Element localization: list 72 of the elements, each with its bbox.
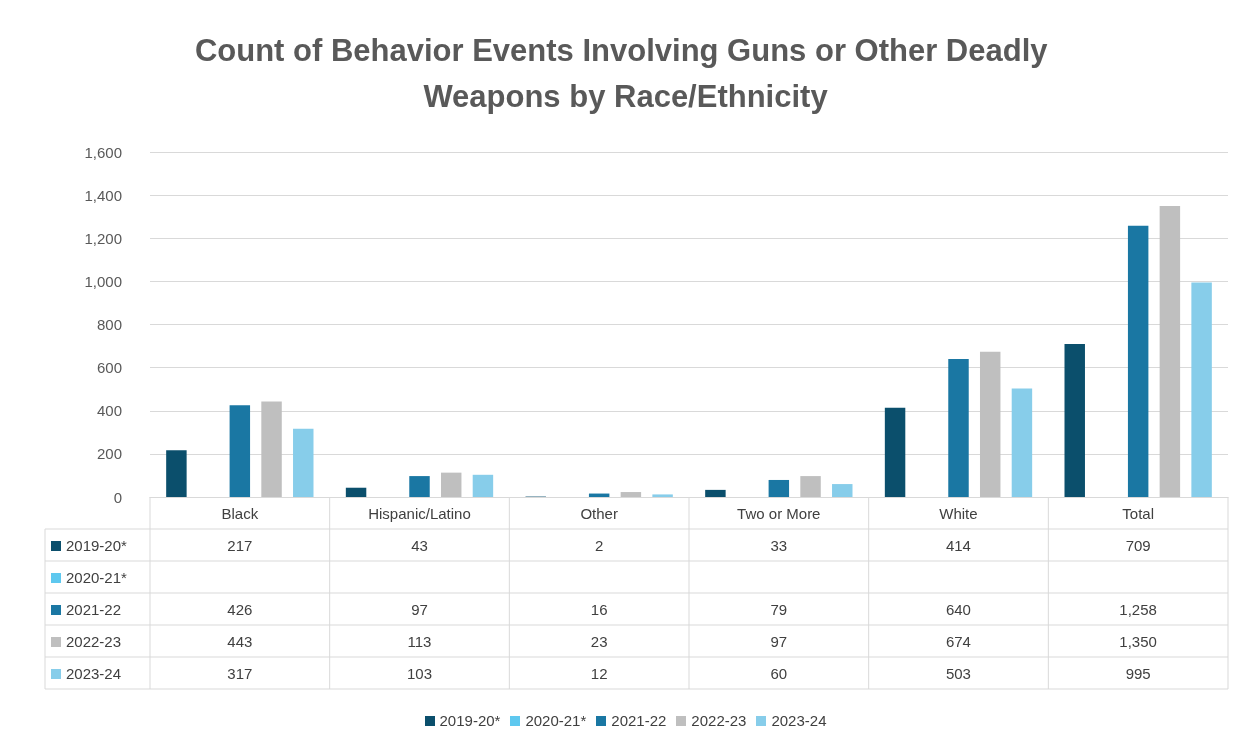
- y-tick-label: 1,000: [84, 272, 122, 290]
- x-tick-label: Total: [1121, 503, 1155, 524]
- y-tick-label: 1,200: [84, 229, 122, 247]
- x-tick-label: Black: [220, 503, 260, 524]
- data-label: 97: [410, 599, 429, 620]
- y-tick-label: 1,400: [84, 186, 122, 204]
- data-label: 414: [944, 535, 972, 556]
- data-label: 23: [589, 631, 609, 652]
- y-tick-label: 800: [96, 316, 122, 333]
- data-label: 97: [769, 631, 789, 652]
- text: 2019-20*: [439, 712, 501, 729]
- data-label: 33: [769, 535, 789, 556]
- bar: [884, 407, 906, 497]
- legend-label: 2023-24: [770, 712, 827, 729]
- chart-title: Count of Behavior Events Involving Guns or Other Deadly Weapons by Race/Ethnicity: [194, 32, 1057, 114]
- data-label: 217: [226, 535, 254, 556]
- bar: [948, 359, 969, 497]
- bar: [345, 487, 367, 497]
- bar: [705, 489, 726, 497]
- bar: [979, 351, 1001, 497]
- bar: [261, 401, 282, 497]
- bar: [1127, 225, 1149, 497]
- y-tick-label: 1,600: [84, 143, 122, 161]
- bar: [1191, 282, 1212, 497]
- legend-label: 2021-22: [65, 599, 123, 620]
- data-label: 640: [944, 599, 972, 620]
- bar: [409, 476, 430, 497]
- data-label: 1,350: [1118, 631, 1158, 652]
- data-label: 103: [405, 663, 433, 684]
- bar: [166, 450, 187, 497]
- data-label: 12: [589, 663, 609, 684]
- bar: [293, 428, 314, 497]
- data-label: 709: [1124, 535, 1152, 556]
- bar: [472, 474, 494, 497]
- bar: [768, 479, 790, 497]
- data-label: 426: [226, 599, 254, 620]
- bar: [440, 472, 462, 497]
- data-label: 79: [769, 599, 789, 620]
- y-tick-label: 0: [113, 488, 122, 506]
- y-tick-label: 400: [96, 402, 122, 420]
- text: 2020-21*: [525, 712, 587, 729]
- text: 2023-24: [66, 664, 122, 682]
- bar: [832, 484, 853, 497]
- data-label: 674: [944, 631, 972, 652]
- text: 2021-22: [611, 712, 667, 729]
- data-label: 995: [1124, 663, 1152, 684]
- data-label: 113: [406, 631, 433, 652]
- bar: [652, 494, 673, 497]
- text: 2022-23: [691, 712, 747, 729]
- legend-label: 2019-20*: [65, 535, 128, 556]
- bar: [1011, 388, 1033, 497]
- bar: [620, 492, 642, 497]
- x-tick-label: Two or More: [736, 503, 822, 524]
- y-tick-label: 200: [96, 445, 122, 463]
- bar: [800, 476, 821, 497]
- x-tick-label: Other: [579, 503, 619, 524]
- legend-label: 2022-23: [65, 631, 123, 652]
- data-label: 317: [226, 663, 254, 684]
- data-label: 1,258: [1118, 599, 1158, 620]
- data-label: 503: [944, 663, 972, 684]
- y-tick-label: 600: [96, 359, 122, 377]
- data-label: 60: [769, 663, 789, 684]
- data-label: 2: [593, 535, 605, 556]
- data-label: 16: [589, 599, 609, 620]
- bar: [1064, 344, 1085, 497]
- data-label: 43: [410, 535, 429, 556]
- bar: [1159, 205, 1181, 497]
- legend-label: 2020-21*: [65, 567, 128, 588]
- data-label: 443: [226, 631, 254, 652]
- bar: [229, 405, 251, 497]
- x-tick-label: White: [938, 503, 979, 524]
- x-tick-label: Hispanic/Latino: [367, 503, 472, 524]
